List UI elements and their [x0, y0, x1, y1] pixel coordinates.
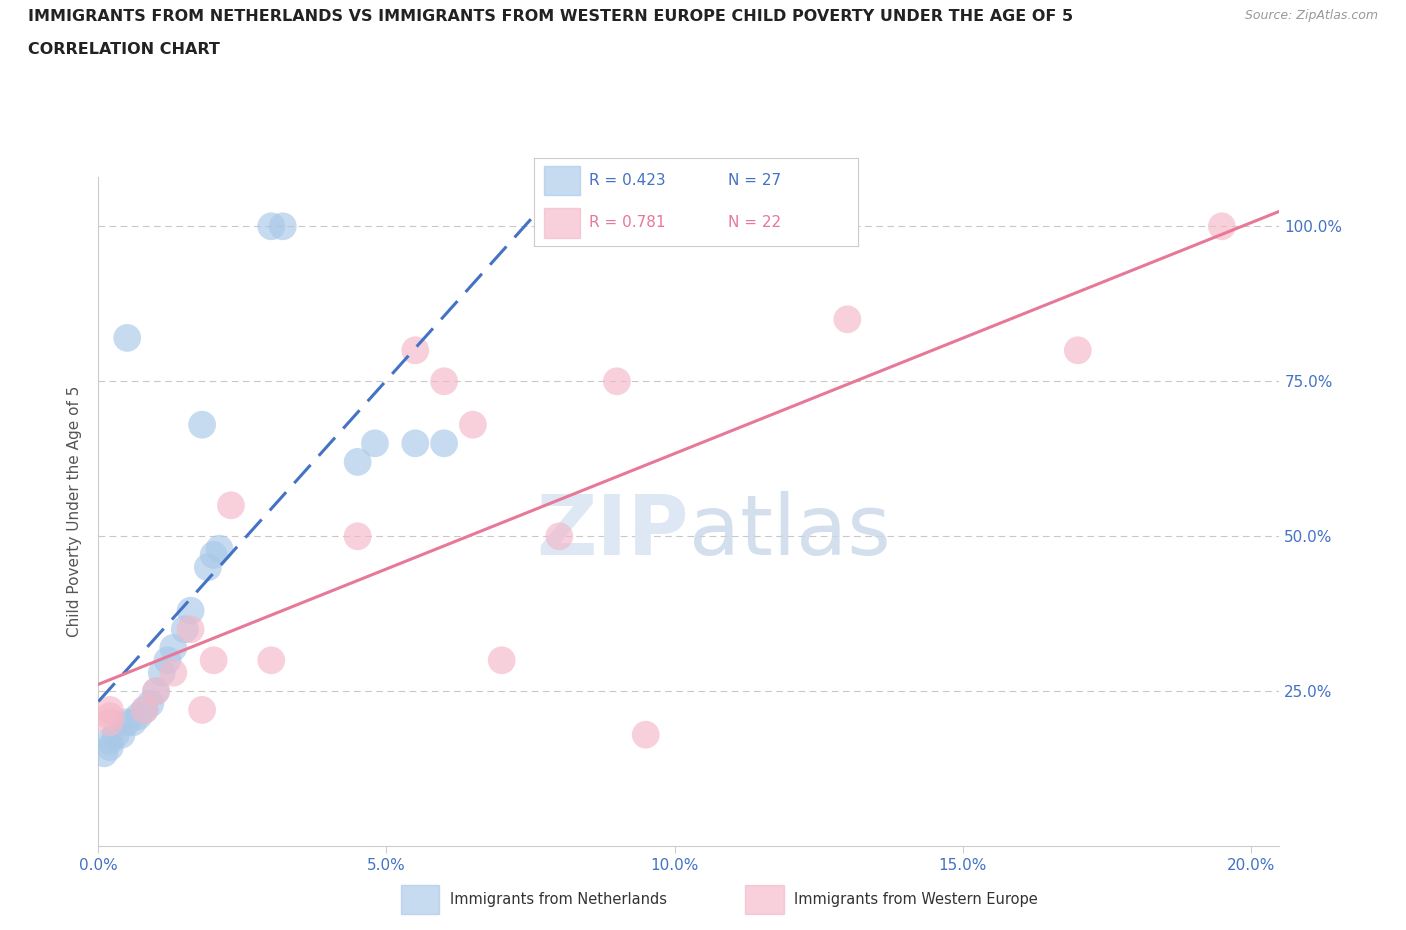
Point [837, 312, 859, 326]
Point [346, 529, 368, 544]
Point [93, 746, 115, 761]
Bar [544, 208, 579, 238]
Text: ZIP: ZIP [537, 491, 689, 572]
Point [364, 436, 387, 451]
Point [634, 727, 657, 742]
Text: Immigrants from Western Europe: Immigrants from Western Europe [794, 892, 1038, 908]
Bar [745, 885, 785, 914]
Point [162, 665, 184, 680]
Point [548, 529, 571, 544]
Point [202, 548, 225, 563]
Text: IMMIGRANTS FROM NETHERLANDS VS IMMIGRANTS FROM WESTERN EUROPE CHILD POVERTY UNDE: IMMIGRANTS FROM NETHERLANDS VS IMMIGRANT… [28, 9, 1073, 24]
Point [219, 498, 242, 512]
Point [180, 604, 202, 618]
Point [98, 739, 121, 754]
Point [404, 436, 426, 451]
Bar [401, 885, 440, 914]
Point [115, 330, 138, 345]
Point [197, 560, 219, 575]
Point [433, 436, 456, 451]
Point [139, 697, 162, 711]
Point [98, 715, 121, 730]
Point [145, 684, 167, 698]
Text: atlas: atlas [689, 491, 890, 572]
Bar [544, 166, 579, 195]
Point [202, 653, 225, 668]
Point [98, 702, 121, 717]
Point [491, 653, 513, 668]
Point [104, 727, 127, 742]
Text: N = 22: N = 22 [728, 215, 782, 230]
Point [260, 219, 283, 233]
Point [162, 641, 184, 656]
Point [134, 702, 156, 717]
Point [173, 622, 195, 637]
Point [134, 702, 156, 717]
Point [145, 684, 167, 698]
Point [191, 702, 214, 717]
Text: R = 0.781: R = 0.781 [589, 215, 666, 230]
Point [150, 665, 173, 680]
Point [1067, 343, 1090, 358]
Point [433, 374, 456, 389]
Point [98, 709, 121, 724]
Text: Immigrants from Netherlands: Immigrants from Netherlands [450, 892, 666, 908]
Text: CORRELATION CHART: CORRELATION CHART [28, 42, 219, 57]
Point [346, 455, 368, 470]
Text: Source: ZipAtlas.com: Source: ZipAtlas.com [1244, 9, 1378, 22]
Point [260, 653, 283, 668]
Point [191, 418, 214, 432]
Point [461, 418, 484, 432]
Point [122, 715, 145, 730]
Point [115, 715, 138, 730]
Text: R = 0.423: R = 0.423 [589, 173, 666, 188]
Point [404, 343, 426, 358]
Point [128, 709, 150, 724]
Point [180, 622, 202, 637]
Y-axis label: Child Poverty Under the Age of 5: Child Poverty Under the Age of 5 [67, 386, 83, 637]
Point [1211, 219, 1233, 233]
Point [271, 219, 294, 233]
Point [208, 541, 231, 556]
Point [110, 727, 132, 742]
Point [156, 653, 179, 668]
Point [606, 374, 628, 389]
Text: N = 27: N = 27 [728, 173, 782, 188]
Point [98, 734, 121, 749]
